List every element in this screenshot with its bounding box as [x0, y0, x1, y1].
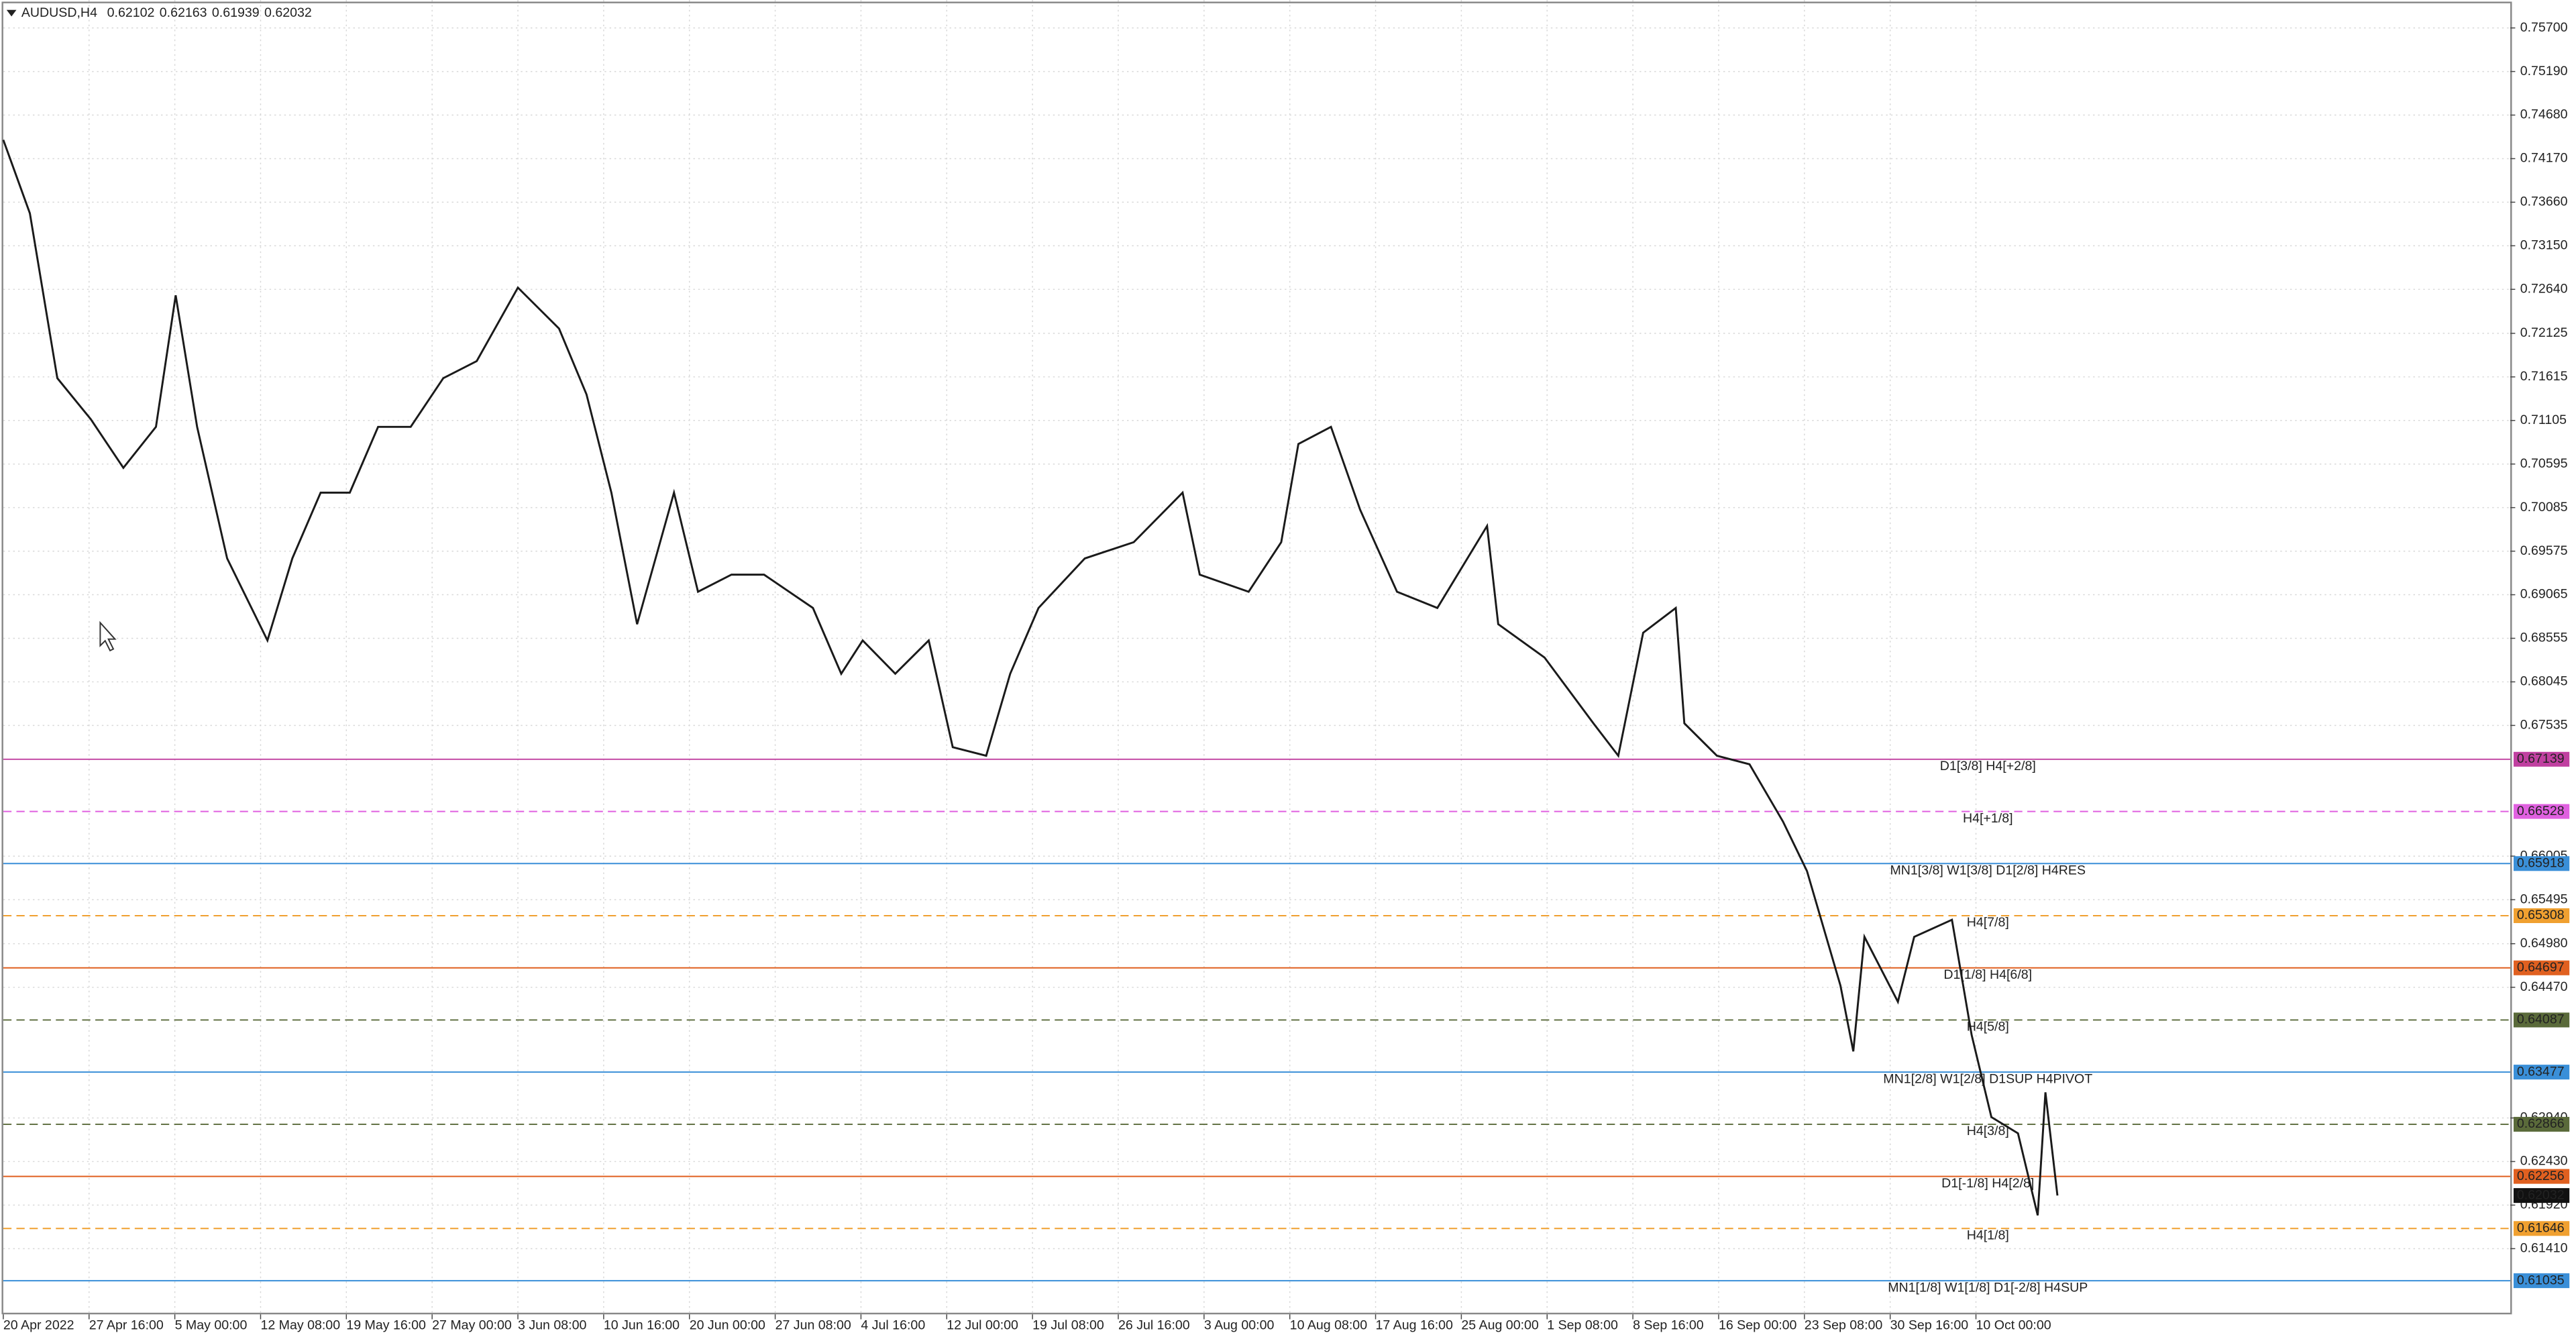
y-tick-label: 0.70595	[2520, 456, 2568, 471]
y-tick-label: 0.74170	[2520, 151, 2568, 166]
y-tick-label: 0.69065	[2520, 587, 2568, 602]
y-tick-label: 0.75190	[2520, 64, 2568, 78]
low-value: 0.61939	[212, 5, 260, 20]
x-tick-label: 12 Jul 00:00	[947, 1318, 1018, 1333]
level-price-label: 0.66528	[2517, 804, 2565, 818]
y-tick-label: 0.74680	[2520, 107, 2568, 122]
level-price-box	[2513, 1221, 2570, 1236]
level-label: MN1[1/8] W1[1/8] D1[-2/8] H4SUP	[1888, 1280, 2088, 1295]
x-tick-label: 8 Sep 16:00	[1633, 1318, 1704, 1333]
grid	[3, 0, 2511, 1315]
x-tick-label: 3 Aug 00:00	[1204, 1318, 1275, 1333]
x-tick-label: 30 Sep 16:00	[1890, 1318, 1969, 1333]
plot-frame	[1, 1, 2512, 1315]
level-label: MN1[3/8] W1[3/8] D1[2/8] H4RES	[1890, 863, 2086, 877]
y-tick-label: 0.68555	[2520, 631, 2568, 645]
level-price-label: 0.63477	[2517, 1064, 2565, 1079]
y-tick-label: 0.71615	[2520, 369, 2568, 384]
close-value: 0.62032	[264, 5, 312, 20]
level-price-box	[2513, 1012, 2570, 1028]
y-tick-label: 0.68045	[2520, 674, 2568, 689]
level-price-label: 0.67139	[2517, 751, 2565, 766]
x-tick-label: 12 May 08:00	[260, 1318, 340, 1333]
level-price-box	[2513, 856, 2570, 871]
plot	[2, 139, 2059, 1216]
y-tick-label: 0.72125	[2520, 325, 2568, 340]
x-tick-label: 19 Jul 08:00	[1032, 1318, 1104, 1333]
level-price-label: 0.62256	[2517, 1169, 2565, 1183]
level-price-box	[2513, 1065, 2570, 1080]
x-tick-label: 3 Jun 08:00	[518, 1318, 586, 1333]
y-tick-label: 0.62430	[2520, 1154, 2568, 1169]
level-price-label: 0.61646	[2517, 1220, 2565, 1235]
y-tick-label: 0.70085	[2520, 500, 2568, 515]
y-tick-label: 0.64980	[2520, 936, 2568, 951]
y-tick-label: 0.71105	[2520, 413, 2567, 427]
x-tick-label: 4 Jul 16:00	[861, 1318, 925, 1333]
level-price-label: 0.62866	[2517, 1116, 2565, 1131]
level-price-box	[2513, 1169, 2570, 1184]
level-price-label: 0.65918	[2517, 855, 2565, 870]
level-label: MN1[2/8] W1[2/8] D1SUP H4PIVOT	[1883, 1071, 2092, 1086]
y-tick-label: 0.67535	[2520, 718, 2568, 733]
level-price-box	[2513, 751, 2570, 767]
level-label: D1[3/8] H4[+2/8]	[1940, 759, 2036, 773]
open-value: 0.62102	[107, 5, 155, 20]
level-price-box	[2513, 908, 2570, 923]
y-tick-label: 0.69575	[2520, 543, 2568, 558]
y-tick-label: 0.73150	[2520, 238, 2568, 253]
x-tick-label: 19 May 16:00	[346, 1318, 426, 1333]
levels: D1[3/8] H4[+2/8] H4[+1/8] MN1[3/8] W1[3/8]…	[3, 758, 2511, 1295]
level-label: D1[1/8] H4[6/8]	[1943, 967, 2032, 982]
mouse-cursor	[99, 621, 117, 652]
x-tick-label: 1 Sep 08:00	[1547, 1318, 1618, 1333]
y-tick-label: 0.72640	[2520, 281, 2568, 296]
level-label: D1[-1/8] H4[2/8]	[1941, 1176, 2034, 1191]
x-tick-label: 10 Aug 08:00	[1290, 1318, 1368, 1333]
axis: 0.75700 0.75190 0.74680 0.74170 0.73660 0.731…	[3, 20, 2570, 1333]
level-price-label: 0.61035	[2517, 1273, 2565, 1287]
level-label: H4[7/8]	[1967, 915, 2009, 930]
x-tick-label: 16 Sep 00:00	[1719, 1318, 1797, 1333]
x-tick-label: 20 Apr 2022	[3, 1318, 74, 1333]
x-tick-label: 20 Jun 00:00	[690, 1318, 765, 1333]
x-tick-label: 25 Aug 00:00	[1461, 1318, 1539, 1333]
x-tick-label: 26 Jul 16:00	[1118, 1318, 1190, 1333]
x-tick-label: 10 Oct 00:00	[1976, 1318, 2051, 1333]
level-price-label: 0.65308	[2517, 908, 2565, 922]
x-tick-label: 17 Aug 16:00	[1376, 1318, 1454, 1333]
x-tick-label: 10 Jun 16:00	[604, 1318, 680, 1333]
level-label: H4[5/8]	[1967, 1020, 2009, 1034]
y-tick-label: 0.65495	[2520, 892, 2568, 906]
level-price-box	[2513, 960, 2570, 975]
x-tick-label: 27 May 00:00	[432, 1318, 512, 1333]
x-tick-label: 23 Sep 08:00	[1805, 1318, 1883, 1333]
x-tick-label: 27 Apr 16:00	[89, 1318, 164, 1333]
chart-title: AUDUSD,H4	[21, 5, 97, 20]
y-tick-label: 0.64470	[2520, 979, 2568, 994]
level-label: H4[+1/8]	[1963, 811, 2013, 826]
x-tick-label: 5 May 00:00	[175, 1318, 248, 1333]
level-price-label: 0.64087	[2517, 1012, 2565, 1027]
current-price-label: 0.62032	[2517, 1187, 2565, 1202]
y-tick-label: 0.61410	[2520, 1241, 2568, 1256]
price-line	[2, 139, 2059, 1216]
level-label: H4[1/8]	[1967, 1228, 2009, 1242]
high-value: 0.62163	[160, 5, 207, 20]
level-price-box	[2513, 1116, 2570, 1132]
menu-arrow[interactable]	[6, 9, 17, 17]
level-label: H4[3/8]	[1967, 1124, 2009, 1138]
level-price-label: 0.64697	[2517, 960, 2565, 975]
current-price-box	[2513, 1188, 2570, 1203]
level-price-box	[2513, 804, 2570, 819]
level-price-box	[2513, 1273, 2570, 1289]
y-tick-label: 0.73660	[2520, 195, 2568, 209]
y-tick-label: 0.75700	[2520, 20, 2568, 35]
x-tick-label: 27 Jun 08:00	[775, 1318, 851, 1333]
